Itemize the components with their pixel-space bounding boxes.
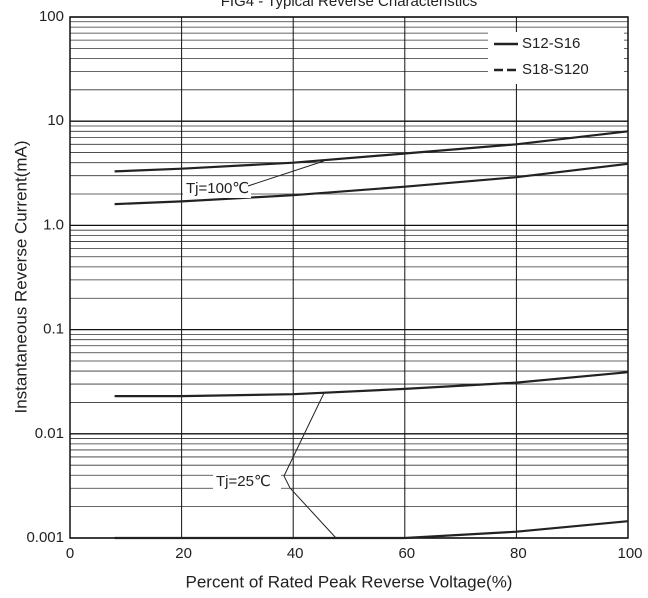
x-tick-label: 80 — [510, 545, 527, 562]
legend-label: S12-S16 — [522, 35, 580, 52]
annotation-bg — [183, 180, 251, 198]
x-tick-label: 100 — [617, 545, 642, 562]
y-tick-label: 0.001 — [26, 529, 64, 546]
annotation: Tj=25℃ — [216, 473, 271, 490]
x-tick-label: 0 — [66, 545, 74, 562]
legend-box — [488, 32, 624, 84]
x-axis-label: Percent of Rated Peak Reverse Voltage(%) — [186, 572, 513, 591]
curve — [114, 371, 629, 398]
leader-line — [247, 160, 325, 187]
curve — [114, 162, 629, 206]
plot-frame — [69, 16, 629, 539]
x-tick-label: 60 — [398, 545, 415, 562]
annotation-bg — [213, 473, 281, 491]
y-tick-label: 0.1 — [43, 321, 64, 338]
curve — [114, 130, 629, 173]
y-axis-label: Instantaneous Reverse Current(mA) — [11, 140, 30, 413]
x-tick-label: 20 — [175, 545, 192, 562]
y-tick-label: 100 — [39, 8, 64, 25]
leader-line — [283, 392, 337, 539]
y-tick-label: 10 — [47, 112, 64, 129]
curve — [114, 520, 629, 540]
chart-title: FIG4 - Typical Reverse Characteristics — [221, 0, 477, 10]
legend-label: S18-S120 — [522, 61, 589, 78]
y-tick-label: 0.01 — [35, 425, 64, 442]
x-tick-label: 40 — [287, 545, 304, 562]
y-tick-label: 1.0 — [43, 216, 64, 233]
annotation: Tj=100℃ — [186, 180, 249, 197]
